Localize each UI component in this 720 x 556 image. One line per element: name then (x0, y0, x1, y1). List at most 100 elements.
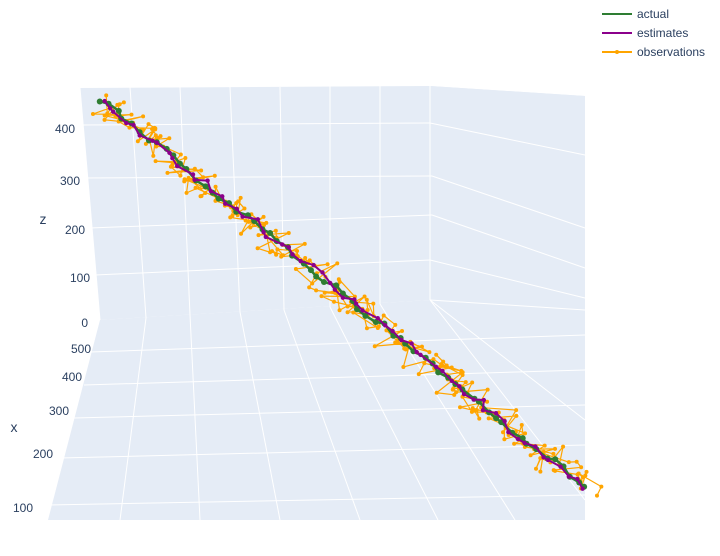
estimate-point (234, 206, 240, 212)
observation-point (470, 380, 475, 385)
actual-point (372, 318, 379, 325)
observation-point (512, 441, 517, 446)
observation-point (460, 370, 465, 375)
gridline (89, 334, 586, 353)
observation-point (449, 365, 454, 370)
estimate-point (220, 194, 225, 199)
estimate-point (449, 378, 454, 383)
observation-point (286, 230, 291, 235)
estimate-point (558, 464, 563, 469)
observation-point (372, 344, 377, 349)
observation-point (574, 459, 579, 464)
observation-point (538, 469, 543, 474)
observation-point (135, 139, 140, 144)
legend-item-estimates[interactable]: estimates (602, 26, 688, 40)
estimate-point (360, 308, 365, 313)
estimate-point (137, 133, 142, 138)
observation-point (325, 262, 330, 267)
estimate-point (286, 245, 291, 250)
observation-point (303, 255, 308, 260)
estimate-point (545, 457, 551, 463)
estimate-point (522, 440, 527, 446)
observation-point (261, 223, 266, 228)
observation-point (336, 277, 341, 282)
estimate-point (575, 476, 580, 482)
actual-point (307, 267, 314, 274)
observation-point (199, 168, 204, 173)
estimate-point (433, 364, 439, 370)
observation-point (141, 114, 146, 119)
observation-point (246, 219, 251, 224)
observation-point (153, 133, 158, 138)
observation-point (314, 288, 319, 293)
legend-item-actual[interactable]: actual (602, 7, 669, 21)
estimate-point (174, 163, 180, 169)
traces (90, 93, 604, 498)
estimate-point (124, 120, 129, 126)
estimate-point (580, 486, 585, 491)
observation-point (270, 249, 275, 254)
observation-point (416, 372, 421, 377)
observation-point (422, 361, 427, 366)
observation-point (236, 199, 241, 204)
observation-point (439, 362, 444, 367)
observation-point (167, 136, 172, 141)
gridline (79, 122, 431, 126)
observation-point (201, 175, 206, 180)
observation-point (332, 299, 337, 304)
observation-point (376, 324, 381, 329)
estimate-point (480, 407, 486, 413)
x-tick-300: 300 (49, 404, 69, 418)
estimate-point (263, 234, 269, 240)
estimate-point (320, 270, 325, 275)
estimate-point (375, 316, 380, 321)
z-tick-200: 200 (65, 223, 85, 237)
gridline (429, 259, 586, 299)
observation-point (319, 294, 324, 299)
observation-point (351, 310, 356, 315)
observation-point (451, 386, 456, 391)
observation-point (551, 451, 556, 456)
estimate-point (190, 172, 196, 177)
gridline (59, 444, 586, 459)
estimate-point (328, 280, 333, 286)
gridline (431, 175, 586, 229)
observation-point (470, 406, 475, 411)
observation-point (102, 113, 107, 118)
z-axis-title: z (40, 211, 47, 227)
observation-point (381, 313, 386, 318)
estimate-point (298, 258, 303, 264)
observation-point (273, 228, 278, 233)
estimate-point (502, 418, 507, 424)
observation-point (129, 112, 134, 117)
observation-point (198, 194, 203, 199)
observation-point (228, 215, 233, 220)
legend-label-actual: actual (637, 7, 669, 21)
estimate-point (409, 341, 414, 346)
observation-point (146, 122, 151, 127)
observation-point (469, 409, 474, 414)
observation-point (454, 390, 459, 395)
legend[interactable]: actual estimates observations (602, 7, 705, 59)
observation-point (184, 190, 189, 195)
observation-point (345, 310, 350, 315)
legend-item-observations[interactable]: observations (602, 45, 705, 59)
gridline (94, 259, 431, 276)
observation-point (419, 344, 424, 349)
observation-point (186, 175, 191, 180)
observation-point (307, 258, 312, 263)
estimate-point (131, 122, 136, 128)
observation-point (239, 231, 244, 236)
gridline (83, 369, 586, 386)
observation-point (528, 453, 533, 458)
observation-point (238, 195, 243, 200)
gridline (329, 306, 439, 521)
gridline (119, 317, 147, 521)
estimate-point (414, 349, 419, 355)
observation-point (427, 350, 432, 355)
estimate-point (102, 98, 107, 104)
estimate-point (261, 229, 266, 235)
z-axis: 400 300 200 100 0 z (40, 122, 91, 330)
estimate-point (340, 295, 346, 300)
